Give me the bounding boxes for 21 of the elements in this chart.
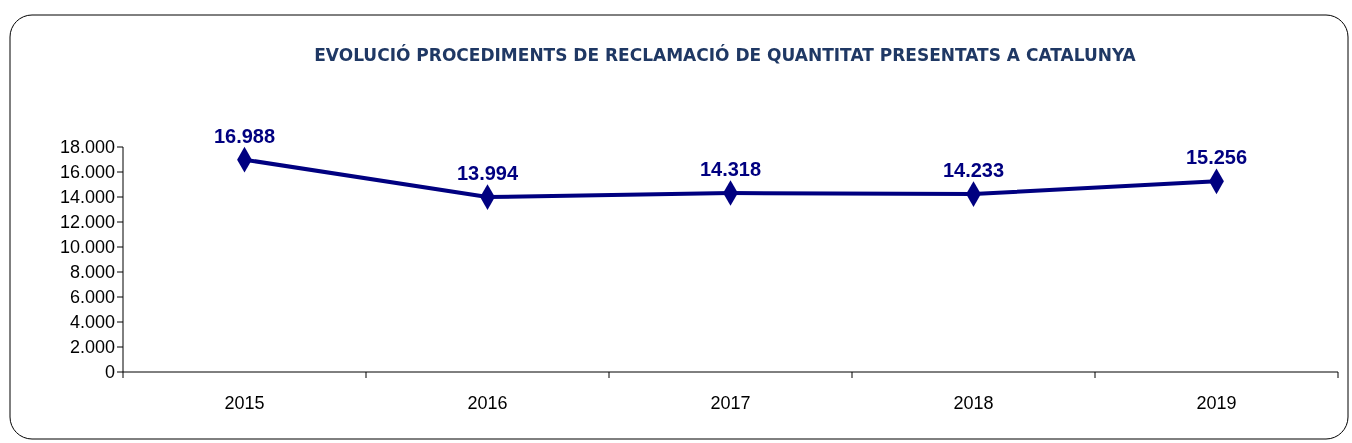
- data-label: 14.318: [699, 158, 762, 181]
- y-tick-label: 16.000: [59, 162, 115, 183]
- data-label: 16.988: [213, 124, 276, 147]
- x-tick-label: 2015: [224, 393, 265, 413]
- y-tick-label: 14.000: [59, 187, 115, 208]
- y-tick-label: 4.000: [69, 312, 115, 333]
- y-tick-label: 18.000: [59, 137, 115, 158]
- x-tick-label: 2019: [1196, 393, 1237, 413]
- x-tick-label: 2018: [953, 393, 994, 413]
- y-tick-label: 6.000: [69, 287, 115, 308]
- x-tick-label: 2017: [710, 393, 751, 413]
- x-tick-label: 2016: [467, 393, 508, 413]
- y-tick-label: 0: [104, 362, 115, 383]
- y-tick-label: 2.000: [69, 337, 115, 358]
- data-label: 15.256: [1185, 146, 1248, 169]
- data-label: 14.233: [942, 159, 1005, 182]
- chart-title: EVOLUCIÓ PROCEDIMENTS DE RECLAMACIÓ DE QUANTITAT PRESENTATS A CATALUNYA: [314, 44, 1137, 65]
- y-tick-label: 8.000: [69, 262, 115, 283]
- data-label: 13.994: [456, 162, 519, 185]
- y-tick-label: 12.000: [59, 212, 115, 233]
- y-tick-label: 10.000: [59, 237, 115, 258]
